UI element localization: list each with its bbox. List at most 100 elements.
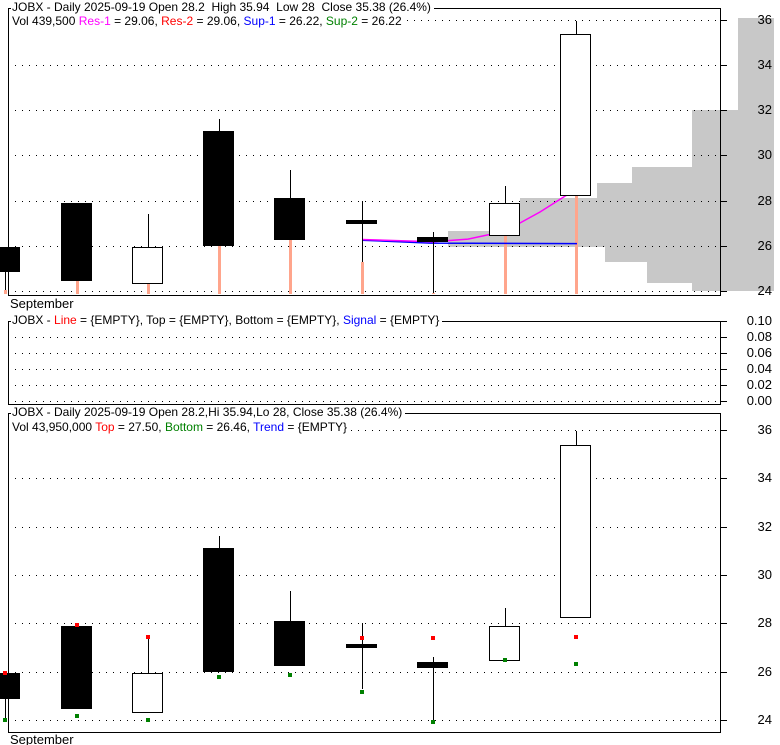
y-axis-label: 24 [757, 282, 772, 298]
title-segment: = 29.06, [110, 14, 162, 28]
gridline [8, 430, 720, 431]
volume-pane-indicator-values: Vol 43,950,000 Top = 27.50, Bottom = 26.… [11, 420, 351, 434]
price-pane-month-label: September [10, 296, 74, 311]
y-axis-label: 36 [757, 12, 772, 27]
title-segment: = 26.22, [275, 14, 326, 28]
candle-body-up [489, 625, 520, 661]
gridline [8, 623, 720, 625]
gridline [8, 290, 720, 292]
y-axis-label: 0.10 [746, 313, 772, 328]
title-segment: = 27.50, [114, 420, 165, 434]
candle-body-down [61, 625, 92, 710]
marker-top-dot [574, 634, 578, 639]
session-line [289, 240, 292, 294]
volume-pane-month-label: September [10, 732, 74, 745]
candle-body-down [346, 643, 377, 648]
session-line [76, 280, 79, 294]
gridline [8, 369, 720, 370]
title-segment: Vol 439,500 [12, 14, 79, 28]
title-segment: Sup-1 [243, 14, 276, 28]
title-segment: Vol 43,950,000 [12, 420, 96, 434]
marker-bottom-dot [3, 718, 7, 722]
axis-tick [720, 321, 727, 322]
candle-body-up [132, 672, 163, 713]
session-line [147, 284, 150, 294]
marker-bottom-dot [217, 675, 221, 680]
title-segment: Top [95, 420, 115, 434]
axis-tick [720, 110, 727, 112]
axis-tick [720, 385, 727, 386]
support-line [361, 239, 578, 245]
volume-profile-band [692, 283, 774, 291]
marker-bottom-dot [574, 662, 578, 667]
candle-wick [433, 232, 434, 294]
y-axis-label: 0.06 [746, 345, 772, 360]
title-segment: Signal [342, 313, 377, 327]
marker-bottom-dot [75, 714, 79, 719]
axis-tick [720, 20, 727, 21]
axis-tick [720, 401, 727, 402]
candle-body-down [203, 130, 234, 246]
candle-body-down [417, 236, 448, 243]
marker-top-dot [75, 622, 79, 627]
volume-profile-band [505, 216, 774, 232]
axis-tick [720, 200, 727, 202]
candle-body-down [61, 202, 92, 281]
volume-pane-title: JOBX - Daily 2025-09-19 Open 28.2,Hi 35.… [11, 406, 406, 419]
gridline [8, 155, 720, 157]
session-line [432, 293, 435, 294]
title-segment: Res-1 [78, 14, 111, 28]
session-line [575, 196, 578, 294]
gridline [8, 65, 720, 67]
y-axis-label: 32 [757, 102, 772, 118]
axis-tick [720, 245, 727, 247]
y-axis-label: 0.02 [746, 377, 772, 392]
candle-body-up [560, 34, 591, 197]
candle-wick [362, 200, 363, 262]
title-segment: = {EMPTY} [284, 420, 348, 434]
candle-body-down [274, 620, 305, 666]
gridline [8, 353, 720, 354]
candle-wick [433, 657, 434, 723]
candle-body-down [346, 219, 377, 224]
candle-body-up [489, 202, 520, 236]
title-segment: Sup-2 [325, 14, 358, 28]
axis-tick [720, 155, 727, 157]
marker-top-dot [3, 671, 7, 676]
axis-tick [720, 430, 727, 431]
title-segment: = {EMPTY}, Top = {EMPTY}, Bottom = {EMPT… [76, 313, 343, 327]
title-segment: = {EMPTY} [376, 313, 440, 327]
marker-bottom-dot [288, 673, 292, 678]
gridline [8, 526, 720, 528]
axis-tick [720, 623, 727, 625]
volume-profile-band [605, 246, 774, 262]
y-axis-label: 30 [757, 567, 772, 582]
gridline [8, 478, 720, 480]
candle-body-up [132, 246, 163, 285]
gridline [8, 337, 720, 338]
axis-tick [720, 369, 727, 370]
axis-tick [720, 290, 727, 292]
candle-body-down [0, 246, 20, 272]
volume-profile-band [738, 18, 774, 111]
candle-body-down [417, 662, 448, 669]
gridline [8, 401, 720, 402]
resistance-line [361, 188, 579, 243]
title-segment: Bottom [164, 420, 203, 434]
gridline [8, 200, 720, 202]
title-segment: = 26.22 [357, 14, 402, 28]
axis-tick [720, 353, 727, 354]
candle-body-down [0, 672, 20, 700]
volume-profile-band [647, 261, 774, 284]
marker-bottom-dot [431, 719, 435, 724]
candle-body-up [560, 444, 591, 619]
candle-body-down [203, 548, 234, 672]
gridline [8, 245, 720, 247]
gridline [8, 671, 720, 673]
marker-top-dot [146, 634, 150, 639]
axis-tick [720, 478, 727, 480]
price-pane-title: JOBX - Daily 2025-09-19 Open 28.2 High 3… [11, 1, 434, 14]
y-axis-label: 36 [757, 422, 772, 437]
